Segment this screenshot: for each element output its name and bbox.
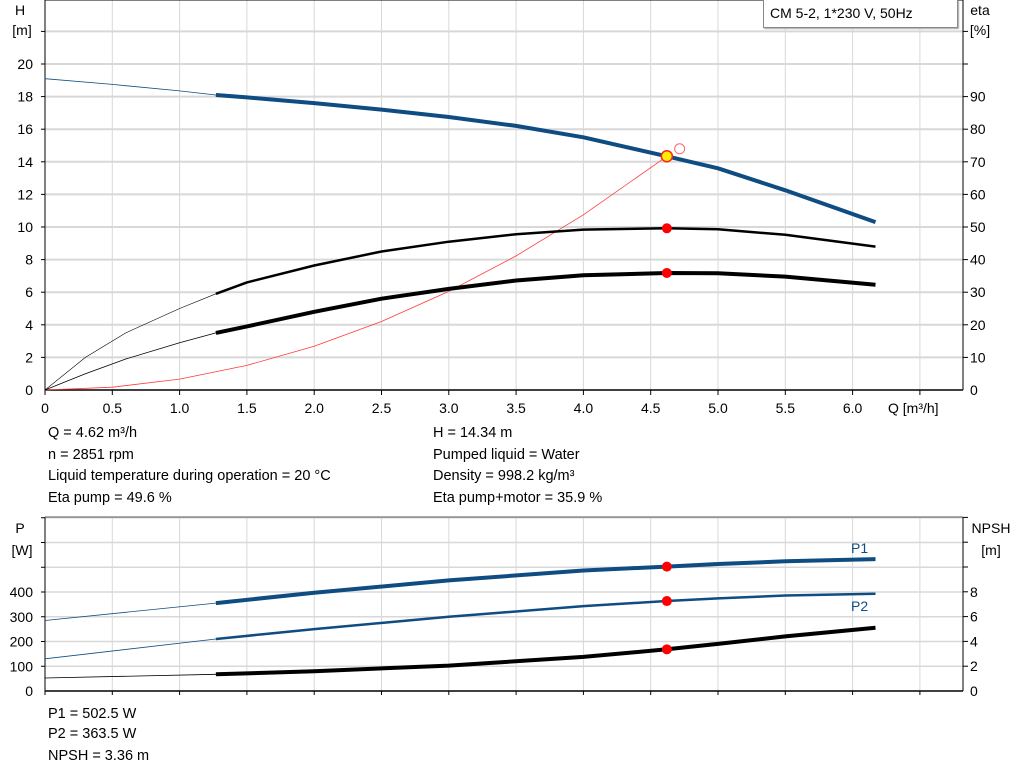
y-tick-label-left: 12 [17, 186, 33, 202]
operating-point-head [660, 150, 674, 163]
y-axis-label-left-name: H [15, 2, 25, 18]
y-tick-label-right: 4 [970, 633, 978, 649]
y-tick-label-right: 70 [970, 154, 986, 170]
operating-point-p1 [661, 561, 672, 572]
info-eta-total: Eta pump+motor = 35.9 % [433, 490, 603, 506]
y-axis-label-left-unit: [W] [12, 542, 33, 558]
info-speed: n = 2851 rpm [48, 447, 134, 463]
eta-pump-motor-curve [215, 271, 876, 335]
p1-curve [215, 557, 876, 606]
eta-pump-motor-curve-extended [44, 332, 217, 391]
info-p2: P2 = 363.5 W [48, 726, 137, 742]
y-tick-label-right: 8 [970, 584, 978, 600]
y-axis-label-right-unit: [m] [981, 542, 1000, 558]
y-tick-label-right: 10 [970, 349, 986, 365]
operating-point-npsh [661, 644, 672, 655]
x-tick-label: 1.0 [170, 400, 190, 416]
y-tick-label-left: 16 [17, 121, 33, 137]
y-axis-label-right-name: NPSH [972, 520, 1011, 536]
y-tick-label-right: 2 [970, 658, 978, 674]
y-tick-label-right: 80 [970, 121, 986, 137]
y-tick-label-right: 30 [970, 284, 986, 300]
head-curve [215, 93, 877, 224]
y-tick-label-left: 0 [25, 683, 33, 699]
operating-point-eta-pump [661, 223, 672, 234]
y-tick-label-right: 0 [970, 382, 978, 398]
info-pumped-liquid: Pumped liquid = Water [433, 447, 580, 463]
y-axis-label-right-unit: [%] [970, 22, 990, 38]
y-tick-label-left: 4 [25, 317, 33, 333]
eta-pump-curve-extended [44, 293, 217, 391]
p2-curve [215, 592, 876, 641]
x-tick-label: 6.0 [843, 400, 863, 416]
operating-point-p2 [661, 596, 672, 607]
x-tick-label: 3.0 [439, 400, 459, 416]
x-tick-label: 0.5 [103, 400, 123, 416]
eta-pump-curve [215, 227, 876, 295]
requested-duty-point [674, 143, 686, 155]
info-q: Q = 4.62 m³/h [48, 425, 138, 441]
info-h: H = 14.34 m [433, 425, 513, 441]
x-axis-label: Q [m³/h] [888, 400, 939, 416]
y-axis-label-left-unit: [m] [12, 22, 31, 38]
p1-curve-extended [44, 602, 217, 621]
x-tick-label: 4.0 [574, 400, 594, 416]
y-tick-label-left: 20 [17, 56, 33, 72]
y-axis-label-left-name: P [15, 520, 24, 536]
x-tick-label: 1.5 [237, 400, 257, 416]
x-tick-label: 0 [41, 400, 49, 416]
x-tick-label: 5.5 [776, 400, 796, 416]
x-tick-label: 2.0 [304, 400, 324, 416]
info-p1: P1 = 502.5 W [48, 706, 137, 722]
p2-curve-extended [44, 638, 217, 660]
y-axis-label-right-name: eta [970, 2, 990, 18]
info-eta-pump: Eta pump = 49.6 % [48, 490, 172, 506]
y-tick-label-left: 0 [25, 382, 33, 398]
y-tick-label-left: 2 [25, 349, 33, 365]
x-tick-label: 2.5 [372, 400, 392, 416]
y-tick-label-right: 60 [970, 186, 986, 202]
y-tick-label-left: 14 [17, 154, 33, 170]
info-density: Density = 998.2 kg/m³ [433, 468, 575, 484]
y-tick-label-left: 6 [25, 284, 33, 300]
y-tick-label-left: 10 [17, 219, 33, 235]
p2-series-label: P2 [851, 598, 868, 614]
operating-point-eta-total [661, 267, 672, 278]
y-tick-label-right: 40 [970, 252, 986, 268]
info-liquid-temp: Liquid temperature during operation = 20… [48, 468, 331, 484]
p1-series-label: P1 [851, 540, 868, 556]
system-curve [44, 155, 668, 391]
x-tick-label: 3.5 [506, 400, 526, 416]
y-tick-label-left: 18 [17, 89, 33, 105]
y-tick-label-right: 20 [970, 317, 986, 333]
y-tick-label-left: 400 [10, 584, 34, 600]
x-tick-label: 4.5 [641, 400, 661, 416]
npsh-curve-extended [44, 673, 217, 679]
x-tick-label: 5.0 [708, 400, 728, 416]
y-tick-label-right: 50 [970, 219, 986, 235]
y-tick-label-left: 100 [10, 658, 34, 674]
y-tick-label-right: 6 [970, 609, 978, 625]
y-tick-label-left: 8 [25, 252, 33, 268]
y-tick-label-right: 0 [970, 683, 978, 699]
npsh-curve [215, 625, 876, 677]
y-tick-label-right: 90 [970, 89, 986, 105]
y-tick-label-left: 200 [10, 634, 34, 650]
info-npsh: NPSH = 3.36 m [48, 748, 150, 764]
y-tick-label-left: 300 [10, 609, 34, 625]
chart-title: CM 5-2, 1*230 V, 50Hz [763, 0, 958, 28]
head-curve-extended [44, 78, 217, 96]
